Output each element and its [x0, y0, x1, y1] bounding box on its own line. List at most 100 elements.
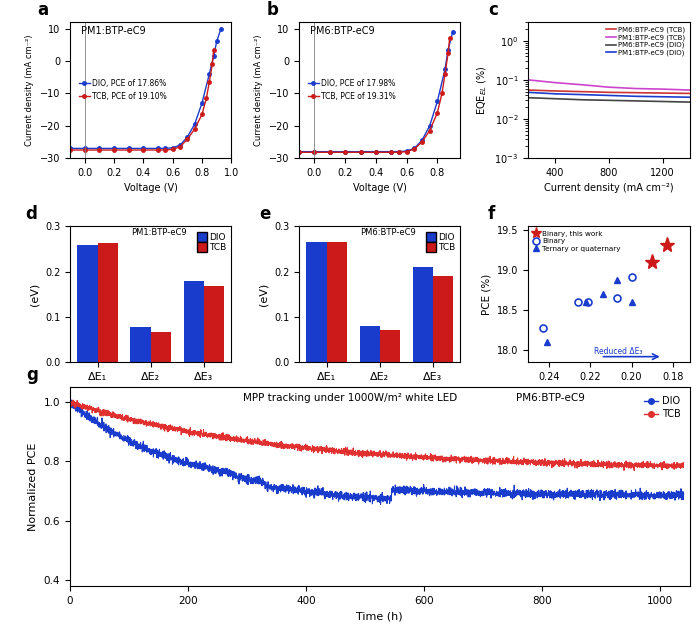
TCB — [69, 396, 77, 404]
TCB, PCE of 19.31% — [444, 49, 452, 57]
Text: c: c — [488, 1, 498, 20]
Text: b: b — [267, 1, 279, 20]
TCB — [328, 446, 337, 454]
TCB, PCE of 19.31% — [310, 149, 319, 156]
Legend: DIO, TCB: DIO, TCB — [427, 232, 456, 253]
Line: DIO: DIO — [70, 399, 684, 505]
PM1:BTP-eC9 (DIO) — [524, 89, 533, 96]
Legend: PM6:BTP-eC9 (TCB), PM1:BTP-eC9 (TCB), PM6:BTP-eC9 (DIO), PM1:BTP-eC9 (DIO): PM6:BTP-eC9 (TCB), PM1:BTP-eC9 (TCB), PM… — [605, 26, 686, 57]
TCB, PCE of 19.31% — [402, 148, 411, 156]
DIO, PCE of 17.86% — [169, 144, 177, 152]
Bar — [327, 242, 346, 362]
Bar — [360, 326, 379, 362]
PM6:BTP-eC9 (DIO) — [685, 98, 694, 106]
PM6:BTP-eC9 (DIO) — [524, 94, 533, 101]
Bar — [204, 287, 224, 362]
TCB — [680, 459, 688, 467]
PM1:BTP-eC9 (TCB) — [685, 86, 694, 94]
TCB, PCE of 19.10% — [208, 60, 216, 68]
TCB, PCE of 19.31% — [341, 149, 349, 156]
TCB — [358, 453, 366, 461]
PM1:BTP-eC9 (DIO) — [659, 93, 667, 101]
PM6:BTP-eC9 (TCB) — [605, 89, 613, 96]
TCB, PCE of 19.10% — [190, 125, 199, 133]
TCB, PCE of 19.31% — [426, 127, 434, 134]
Text: d: d — [25, 205, 36, 224]
DIO, PCE of 17.86% — [209, 52, 218, 60]
X-axis label: Voltage (V): Voltage (V) — [124, 183, 178, 193]
PM6:BTP-eC9 (TCB) — [578, 88, 586, 95]
TCB, PCE of 19.10% — [202, 94, 211, 102]
DIO, PCE of 17.98% — [449, 28, 457, 35]
DIO — [328, 490, 337, 497]
Text: PM6:BTP-eC9: PM6:BTP-eC9 — [516, 393, 585, 403]
PM6:BTP-eC9 (DIO) — [605, 96, 613, 104]
PM6:BTP-eC9 (DIO) — [659, 98, 667, 105]
DIO, PCE of 17.98% — [387, 148, 395, 156]
TCB, PCE of 19.31% — [295, 149, 303, 156]
DIO — [630, 491, 638, 499]
Bar — [97, 243, 118, 362]
PM6:BTP-eC9 (DIO) — [551, 95, 559, 103]
Y-axis label: PCE (%): PCE (%) — [482, 273, 491, 315]
Bar — [77, 245, 97, 362]
TCB, PCE of 19.10% — [95, 146, 104, 154]
DIO — [358, 494, 366, 501]
Bar — [130, 328, 150, 362]
DIO — [377, 501, 385, 508]
Line: DIO, PCE of 17.86%: DIO, PCE of 17.86% — [69, 27, 223, 150]
Legend: Binary, this work, Binary, Ternary or quaternary: Binary, this work, Binary, Ternary or qu… — [532, 230, 621, 252]
DIO, PCE of 17.98% — [356, 148, 365, 156]
DIO, PCE of 17.98% — [426, 122, 434, 130]
Text: a: a — [38, 1, 49, 20]
DIO, PCE of 17.86% — [183, 134, 192, 141]
Y-axis label: Normalized PCE: Normalized PCE — [28, 442, 38, 531]
DIO — [512, 492, 520, 500]
DIO, PCE of 17.98% — [326, 148, 334, 156]
Y-axis label: (eV): (eV) — [258, 283, 268, 306]
Line: TCB: TCB — [70, 400, 684, 471]
TCB — [630, 462, 638, 470]
PM1:BTP-eC9 (DIO) — [551, 90, 559, 98]
PM1:BTP-eC9 (TCB) — [631, 85, 640, 93]
Legend: DIO, TCB: DIO, TCB — [198, 232, 227, 253]
DIO, PCE of 17.98% — [402, 147, 411, 155]
DIO — [323, 491, 332, 498]
DIO — [680, 491, 688, 498]
Y-axis label: Current density (mA cm⁻²): Current density (mA cm⁻²) — [25, 35, 34, 146]
TCB — [66, 400, 74, 408]
DIO — [66, 398, 74, 405]
TCB — [512, 460, 520, 467]
DIO — [66, 396, 75, 403]
DIO, PCE of 17.86% — [213, 38, 221, 45]
PM6:BTP-eC9 (TCB) — [685, 89, 694, 97]
TCB, PCE of 19.10% — [161, 146, 169, 154]
Line: TCB, PCE of 19.10%: TCB, PCE of 19.10% — [69, 48, 216, 152]
TCB, PCE of 19.10% — [198, 111, 206, 118]
TCB, PCE of 19.10% — [176, 143, 184, 151]
Bar — [183, 280, 204, 362]
TCB, PCE of 19.10% — [66, 146, 74, 154]
PM1:BTP-eC9 (TCB) — [578, 81, 586, 89]
TCB, PCE of 19.31% — [387, 149, 395, 156]
Text: Reduced ΔE₃: Reduced ΔE₃ — [594, 347, 643, 356]
DIO, PCE of 17.98% — [395, 148, 403, 156]
DIO, PCE of 17.86% — [190, 120, 199, 128]
DIO, PCE of 17.86% — [66, 145, 74, 152]
DIO, PCE of 17.98% — [444, 46, 452, 54]
DIO, PCE of 17.86% — [176, 141, 184, 149]
Bar — [307, 242, 327, 362]
PM6:BTP-eC9 (TCB) — [551, 87, 559, 94]
TCB, PCE of 19.31% — [356, 149, 365, 156]
PM1:BTP-eC9 (DIO) — [605, 91, 613, 99]
Bar — [433, 276, 453, 362]
DIO, PCE of 17.98% — [295, 148, 303, 156]
Legend: DIO, TCB: DIO, TCB — [640, 392, 685, 423]
TCB, PCE of 19.31% — [410, 146, 419, 153]
Line: DIO, PCE of 17.98%: DIO, PCE of 17.98% — [298, 30, 454, 153]
PM6:BTP-eC9 (TCB) — [631, 89, 640, 96]
TCB, PCE of 19.31% — [372, 149, 380, 156]
PM6:BTP-eC9 (TCB) — [659, 89, 667, 97]
Legend: DIO, PCE of 17.98%, TCB, PCE of 19.31%: DIO, PCE of 17.98%, TCB, PCE of 19.31% — [306, 77, 398, 103]
DIO, PCE of 17.86% — [205, 70, 214, 77]
